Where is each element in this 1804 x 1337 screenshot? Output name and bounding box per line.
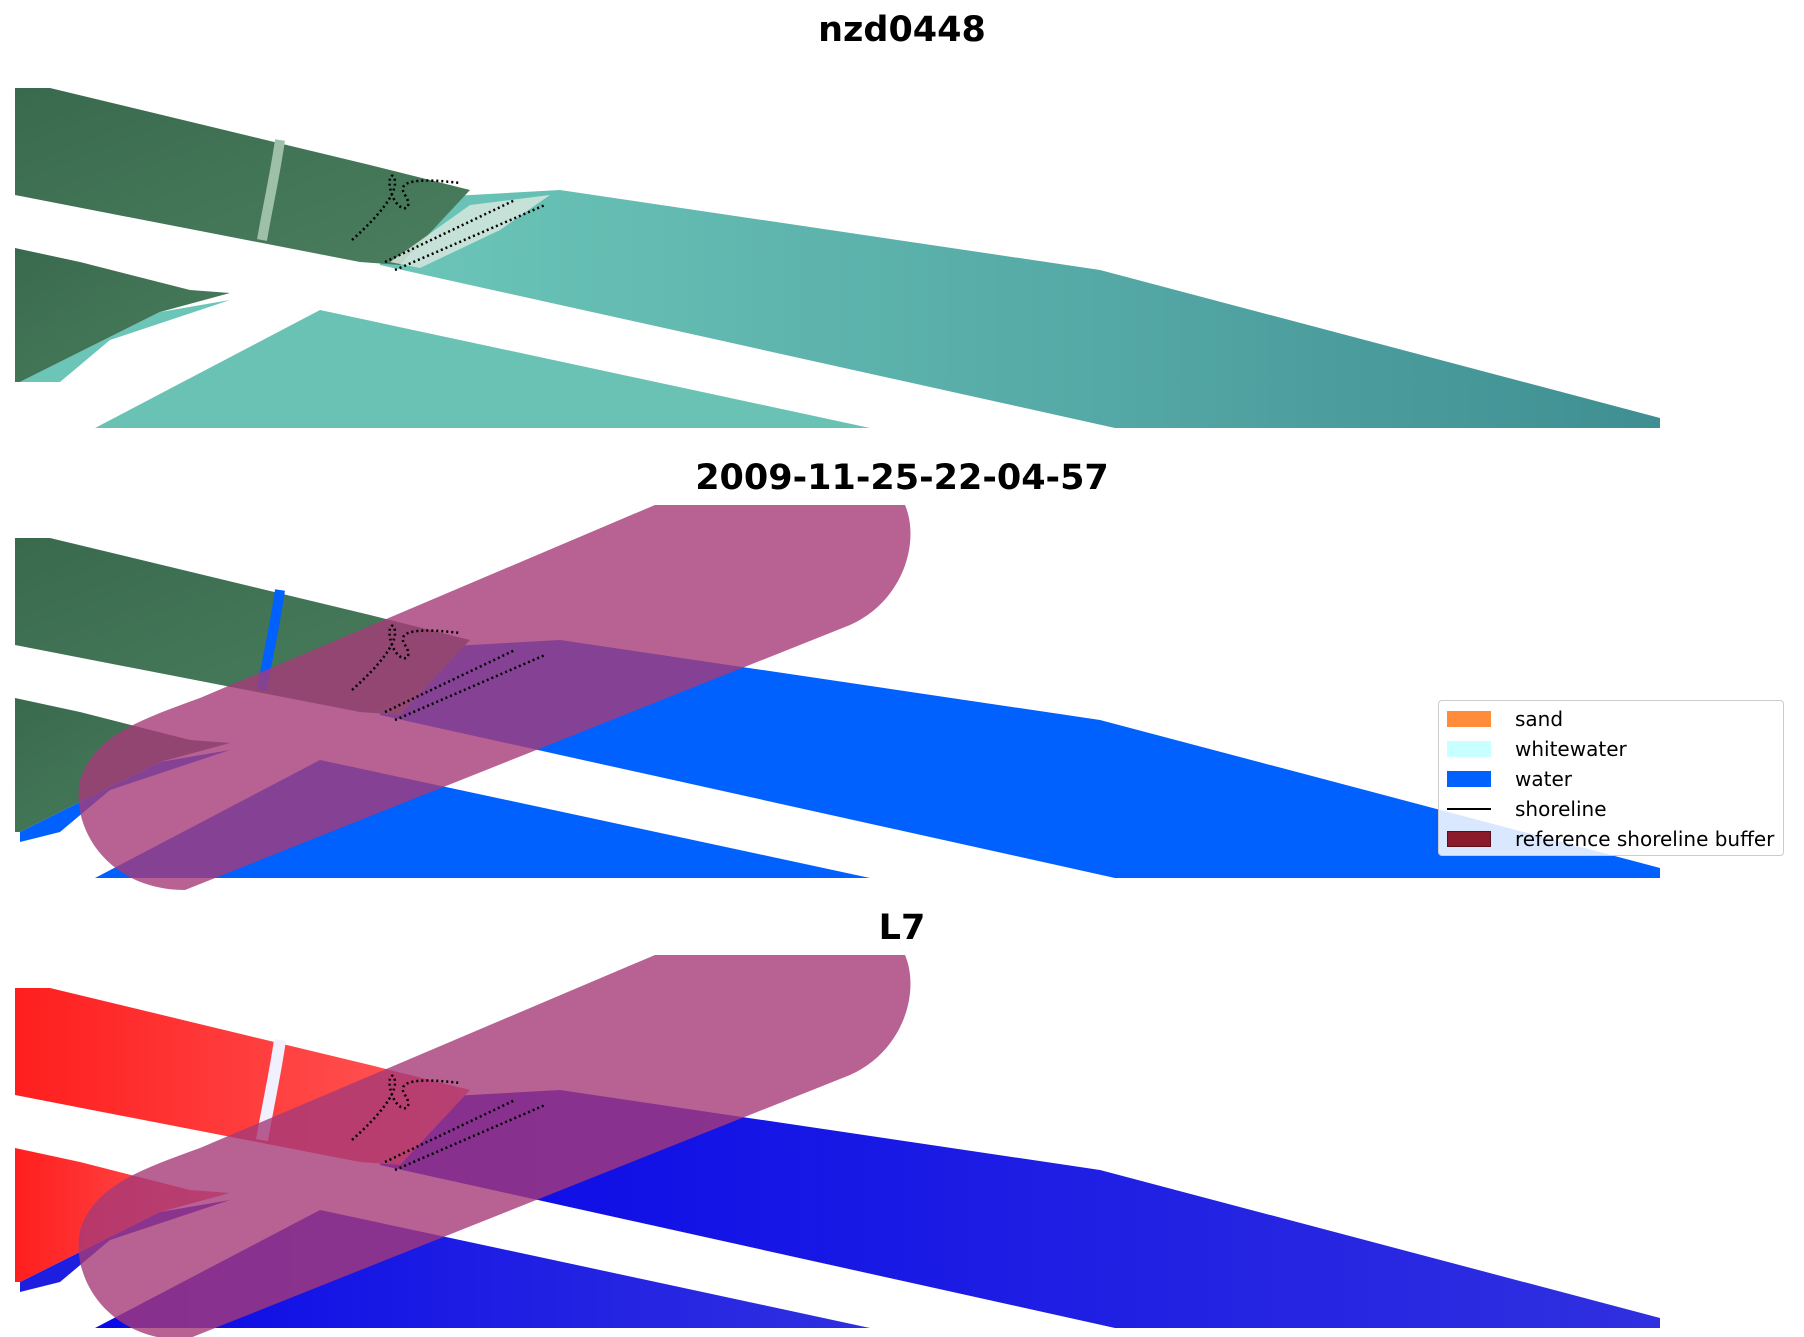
legend-item-whitewater: whitewater — [1447, 737, 1627, 761]
panel-title-date: 2009-11-25-22-04-57 — [695, 458, 1109, 498]
legend-label-water: water — [1515, 767, 1572, 791]
shoreline-classified — [351, 624, 546, 722]
shoreline-index — [351, 1074, 546, 1172]
shoreline-swatch — [1447, 808, 1491, 810]
river-channel — [257, 139, 285, 241]
legend-label-buffer: reference shoreline buffer — [1515, 827, 1775, 851]
legend-item-water: water — [1447, 767, 1572, 791]
classified-lower-land-water — [20, 750, 230, 842]
reference-buffer — [78, 505, 911, 890]
reference-buffer-index — [78, 955, 911, 1337]
water-swatch — [1447, 771, 1491, 787]
legend-label-shoreline: shoreline — [1515, 797, 1607, 821]
panel-title-satellite: L7 — [878, 908, 926, 948]
legend-label-whitewater: whitewater — [1515, 737, 1627, 761]
shoreline-rgb — [351, 174, 546, 272]
buffer-swatch — [1447, 831, 1491, 847]
legend: sand whitewater water shoreline referenc… — [1438, 700, 1784, 856]
legend-label-sand: sand — [1515, 707, 1564, 731]
lower-land — [15, 248, 230, 382]
legend-item-shoreline: shoreline — [1447, 797, 1607, 821]
legend-item-buffer: reference shoreline buffer — [1447, 827, 1774, 851]
upper-strip-sand — [390, 195, 550, 268]
index-lower-land-water — [20, 1200, 230, 1292]
classified-upper-water — [380, 640, 1660, 878]
legend-item-sand: sand — [1447, 707, 1563, 731]
panel-rgb — [15, 88, 1660, 428]
panel-index — [15, 955, 1660, 1337]
lower-water-wedge — [95, 310, 870, 428]
upper-strip-water — [380, 190, 1660, 428]
sand-swatch — [1447, 711, 1491, 727]
whitewater-swatch — [1447, 741, 1491, 757]
index-upper-water — [380, 1090, 1660, 1328]
lower-land-water — [20, 300, 230, 382]
upper-strip-land — [15, 88, 470, 265]
panel-title-rgb: nzd0448 — [818, 10, 986, 50]
panel-classified — [15, 505, 1660, 890]
